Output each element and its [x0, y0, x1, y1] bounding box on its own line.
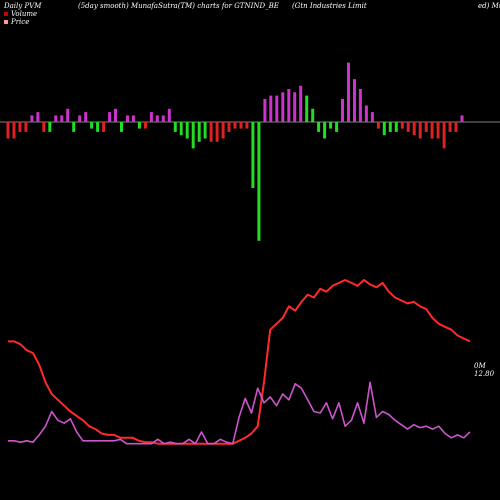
- pvm-bar: [400, 122, 404, 129]
- pvm-bar: [84, 112, 88, 122]
- pvm-bar: [388, 122, 392, 132]
- pvm-bar: [30, 115, 34, 122]
- pvm-bar: [448, 122, 452, 132]
- pvm-bar: [36, 112, 40, 122]
- pvm-bar: [203, 122, 207, 139]
- pvm-bar: [227, 122, 231, 132]
- pvm-bar: [108, 112, 112, 122]
- pvm-bar: [442, 122, 446, 149]
- legend-price-swatch: [4, 20, 8, 24]
- chart-header-title: (5day smooth) MunafaSutra(TM) charts for…: [78, 2, 279, 10]
- pvm-bar: [460, 115, 464, 122]
- pvm-bar: [161, 115, 165, 122]
- pvm-bar: [102, 122, 106, 132]
- pvm-bar: [6, 122, 10, 139]
- pvm-bar: [263, 98, 267, 122]
- pvm-bar: [54, 115, 58, 122]
- pvm-bar: [149, 112, 153, 122]
- pvm-bar: [191, 122, 195, 149]
- pvm-bar: [394, 122, 398, 132]
- pvm-bar: [143, 122, 147, 129]
- pvm-bar: [66, 108, 70, 122]
- pvm-bar: [96, 122, 100, 132]
- chart-header-company: (Gtn Industries Limit: [292, 2, 367, 10]
- legend-volume: Volume: [4, 10, 37, 18]
- pvm-bar: [293, 92, 297, 122]
- pvm-bar: [120, 122, 123, 132]
- pvm-bar: [341, 98, 344, 122]
- pvm-bar: [335, 122, 339, 132]
- pvm-bar: [114, 108, 117, 122]
- pvm-bar: [323, 122, 327, 139]
- pvm-bar: [317, 122, 321, 132]
- pvm-bar: [221, 122, 225, 139]
- pvm-bar: [382, 122, 386, 136]
- legend-volume-swatch: [4, 12, 8, 16]
- legend-price: Price: [4, 18, 29, 26]
- pvm-bar: [412, 122, 416, 136]
- pvm-bar: [197, 122, 201, 142]
- pvm-bar: [179, 122, 183, 136]
- pvm-bar: [251, 122, 255, 188]
- pvm-bar: [245, 122, 249, 129]
- pvm-bar: [436, 122, 440, 139]
- pvm-bar: [131, 115, 135, 122]
- pvm-bar: [42, 122, 46, 132]
- volume-line: [8, 381, 471, 445]
- pvm-bar: [90, 122, 94, 129]
- pvm-bar: [209, 122, 213, 142]
- pvm-bar: [215, 122, 219, 142]
- pvm-bar: [239, 122, 243, 129]
- pvm-bar: [430, 122, 434, 139]
- pvm-bar: [305, 95, 309, 122]
- pvm-bar: [72, 122, 76, 132]
- legend-price-label: Price: [11, 18, 30, 26]
- pvm-bar: [24, 122, 28, 132]
- pvm-bar: [48, 122, 52, 132]
- legend-volume-label: Volume: [11, 10, 38, 18]
- price-line: [8, 279, 471, 445]
- pvm-bar: [257, 122, 261, 241]
- pvm-bar: [78, 115, 82, 122]
- last-price-label: 12.80: [474, 370, 495, 378]
- pvm-bar: [269, 95, 273, 122]
- pvm-bar: [233, 122, 237, 129]
- pvm-bar: [167, 108, 171, 122]
- pvm-bar: [185, 122, 189, 139]
- pvm-bar: [370, 112, 374, 122]
- pvm-bar: [137, 122, 141, 129]
- pvm-bar: [364, 105, 368, 122]
- chart-header-company-cont: ed) Mu: [478, 2, 500, 10]
- pvm-bar: [299, 85, 303, 122]
- pvm-bar: [311, 108, 315, 122]
- pvm-bar: [347, 62, 350, 122]
- pvm-bar: [287, 89, 291, 122]
- pvm-bar: [275, 95, 279, 122]
- pvm-bar: [281, 92, 285, 122]
- pvm-bar: [376, 122, 380, 129]
- pvm-bar: [406, 122, 410, 132]
- chart-header-left: Daily PVM: [4, 2, 42, 10]
- pvm-bar: [18, 122, 22, 132]
- pvm-bar: [353, 79, 356, 122]
- pvm-bar: [418, 122, 422, 139]
- pvm-bar: [12, 122, 16, 139]
- pvm-bar: [60, 115, 64, 122]
- pvm-bar: [126, 115, 129, 122]
- pvm-bar: [424, 122, 428, 132]
- pvm-bar: [454, 122, 458, 132]
- pvm-bar: [358, 89, 362, 122]
- pvm-bar: [155, 115, 159, 122]
- last-volume-label: 0M: [474, 362, 486, 370]
- pvm-bar: [173, 122, 177, 132]
- pvm-bar: [329, 122, 333, 129]
